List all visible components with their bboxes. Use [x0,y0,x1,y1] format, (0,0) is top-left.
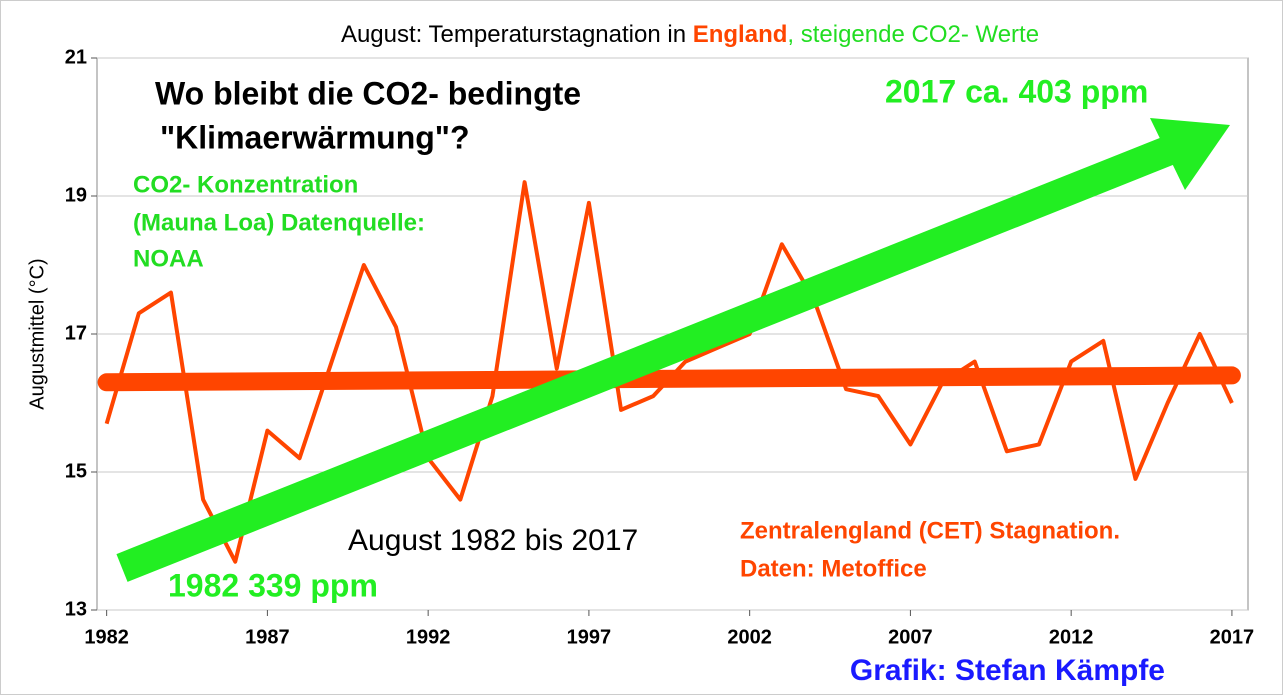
arrow-shaft [116,136,1176,582]
y-tick-label: 15 [65,460,87,482]
annotation: Wo bleibt die CO2- bedingte [155,75,581,111]
co2-arrow [116,118,1230,582]
y-tick-label: 13 [65,598,87,620]
x-tick-label: 2007 [888,626,933,648]
y-tick-label: 19 [65,184,87,206]
x-tick-label: 1987 [245,626,290,648]
annotation: (Mauna Loa) Datenquelle: [133,209,425,236]
credit: Grafik: Stefan Kämpfe [850,654,1165,687]
y-tick-label: 21 [65,46,87,68]
annotation: August 1982 bis 2017 [348,524,638,557]
annotation: Daten: Metoffice [740,555,927,582]
y-tick-label: 17 [65,322,87,344]
x-tick-label: 2002 [727,626,772,648]
annotation: Zentralengland (CET) Stagnation. [740,517,1120,544]
x-tick-label: 1992 [406,626,451,648]
x-tick-label: 1997 [567,626,612,648]
chart-title: August: Temperaturstagnation in England,… [341,21,1039,48]
annotation: 1982 339 ppm [168,567,378,603]
arrow-head [1150,118,1230,190]
trend-line [97,366,1241,392]
annotation: 2017 ca. 403 ppm [885,73,1148,109]
annotation: "Klimaerwärmung"? [160,119,470,155]
annotation: CO2- Konzentration [133,171,358,198]
x-tick-label: 2012 [1049,626,1094,648]
y-axis-label: Augustmittel (°C) [26,258,48,409]
x-tick-label: 2017 [1210,626,1255,648]
annotation: NOAA [133,245,204,272]
x-tick-label: 1982 [84,626,129,648]
